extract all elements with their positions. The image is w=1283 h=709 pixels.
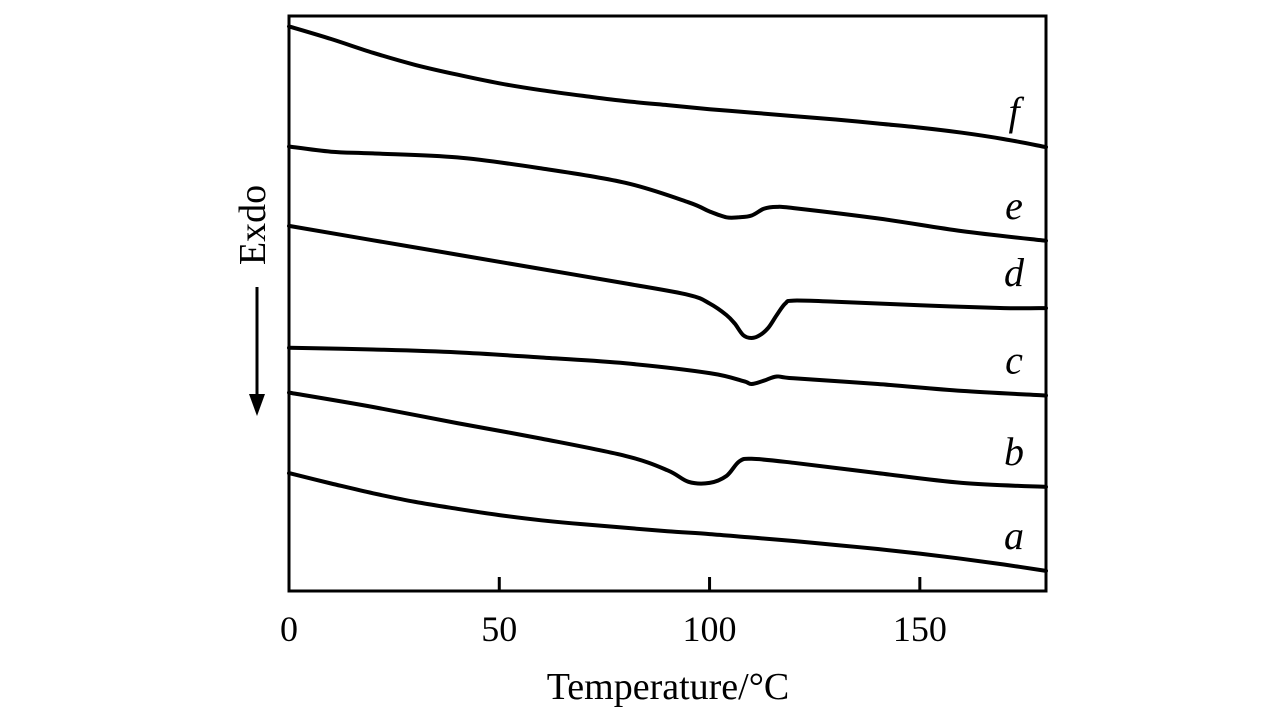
series-line-d [287,223,1048,340]
curve-label-b: b [1004,429,1024,474]
plot-frame [287,14,1048,593]
curve-label-f: f [1008,89,1024,134]
y-axis-arrow-icon [249,287,265,416]
x-tick-label: 50 [481,609,517,649]
x-tick-label: 100 [683,609,737,649]
curve-label-a: a [1004,513,1024,558]
x-ticks: 0 50 100 150 [280,577,947,649]
x-tick-label: 0 [280,609,298,649]
x-axis-label: Temperature/°C [547,666,790,708]
curve-label-e: e [1005,183,1023,228]
series-line-b [287,390,1048,489]
series-group [287,24,1048,573]
series-line-e [287,144,1048,243]
series-line-a [287,471,1048,573]
y-axis-label: Exdo [232,185,274,265]
curve-label-d: d [1004,250,1025,295]
series-line-c [287,345,1048,398]
x-tick-label: 150 [893,609,947,649]
series-line-f [287,24,1048,150]
curve-label-c: c [1005,338,1023,383]
